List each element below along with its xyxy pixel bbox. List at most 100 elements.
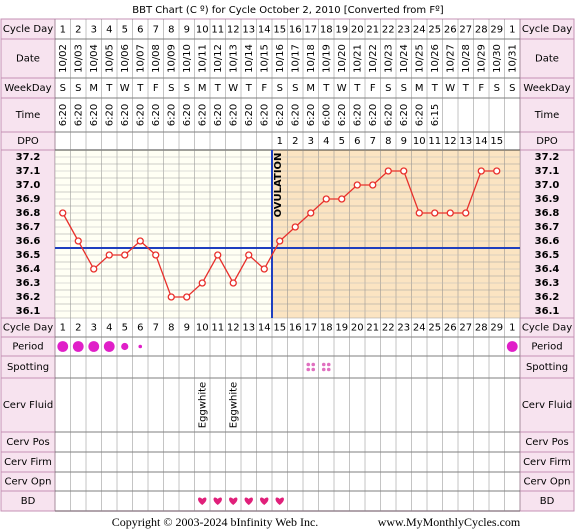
dpo: 1 (277, 136, 283, 147)
date: 10/15 (259, 44, 270, 73)
row-label: WeekDay (4, 83, 51, 94)
date: 10/26 (430, 44, 441, 73)
footer-url: www.MyMonthlyCycles.com (378, 515, 521, 529)
bd-heart (229, 497, 238, 505)
y-tick-label: 36.9 (16, 194, 41, 205)
weekday: T (353, 83, 361, 94)
cycle-day: 26 (444, 323, 457, 334)
time: 6:20 (290, 104, 301, 126)
row-label: Time (15, 110, 40, 121)
date: 10/28 (461, 44, 472, 73)
weekday: W (445, 83, 455, 94)
row-label: Period (531, 342, 562, 353)
row-label: Cerv Opn (5, 477, 52, 488)
y-tick-label: 36.6 (16, 236, 41, 247)
cycle-day: 5 (122, 25, 128, 36)
y-tick-label: 36.7 (535, 222, 560, 233)
time: 6:20 (213, 104, 224, 126)
time: 6:20 (151, 104, 162, 126)
cycle-day: 16 (289, 323, 302, 334)
y-tick-label: 36.5 (535, 250, 560, 261)
dpo: 7 (370, 136, 376, 147)
bd-heart (213, 497, 222, 505)
temperature-point (276, 237, 284, 245)
cycle-day: 20 (351, 25, 364, 36)
weekday: T (105, 83, 113, 94)
cycle-day: 9 (184, 323, 190, 334)
cycle-day: 26 (444, 25, 457, 36)
dpo: 2 (292, 136, 298, 147)
y-tick-label: 36.5 (16, 250, 41, 261)
y-tick-label: 36.6 (535, 236, 560, 247)
y-tick-label: 36.9 (535, 194, 560, 205)
cycle-day: 24 (413, 25, 426, 36)
y-tick-label: 36.7 (16, 222, 41, 233)
cycle-day: 23 (397, 323, 410, 334)
cycle-day: 11 (211, 323, 224, 334)
cerv-fluid: Eggwhite (228, 382, 239, 428)
row-label: Period (12, 342, 43, 353)
cycle-day: 25 (428, 323, 441, 334)
time: 6:20 (306, 104, 317, 126)
temperature-point (214, 251, 222, 259)
spotting-mark (311, 367, 316, 372)
label-cell (519, 377, 575, 433)
time: 6:20 (414, 104, 425, 126)
dpo: 14 (475, 136, 488, 147)
footer-copyright: Copyright © 2003-2024 bInfinity Web Inc. (112, 515, 319, 529)
cycle-day: 12 (227, 323, 240, 334)
date: 10/19 (321, 44, 332, 73)
weekday: S (292, 83, 298, 94)
date: 10/07 (135, 44, 146, 73)
temperature-point (260, 265, 268, 273)
temperature-point (136, 237, 144, 245)
temperature-point (415, 209, 423, 217)
bd-heart (244, 497, 253, 505)
label-cell (519, 149, 575, 319)
date: 10/08 (151, 44, 162, 73)
label-cell (0, 149, 56, 319)
date: 10/06 (120, 44, 131, 73)
cycle-day: 18 (320, 323, 333, 334)
cycle-day: 10 (196, 323, 209, 334)
date: 10/24 (399, 44, 410, 73)
y-tick-label: 37.1 (535, 166, 560, 177)
time: 6:20 (352, 104, 363, 126)
date: 10/13 (228, 44, 239, 73)
dpo: 5 (339, 136, 345, 147)
cycle-day: 19 (335, 25, 348, 36)
period-mark (57, 341, 69, 352)
y-tick-label: 37.2 (16, 152, 41, 163)
period-mark (121, 342, 129, 351)
spotting-mark (321, 367, 326, 372)
cycle-day: 7 (153, 25, 159, 36)
time: 6:20 (399, 104, 410, 126)
spotting-mark (306, 367, 311, 372)
cycle-day: 13 (242, 25, 255, 36)
temperature-point (167, 293, 175, 301)
date: 10/12 (213, 44, 224, 73)
weekday: M (198, 83, 207, 94)
cycle-day: 24 (413, 323, 426, 334)
cycle-day: 21 (366, 323, 379, 334)
dpo: 11 (428, 136, 441, 147)
row-label: Spotting (526, 362, 568, 373)
period-mark (506, 341, 518, 352)
y-tick-label: 36.4 (16, 264, 41, 275)
temperature-point (74, 237, 82, 245)
temperature-point (90, 265, 98, 273)
y-tick-label: 36.8 (535, 208, 560, 219)
date: 10/31 (507, 44, 518, 73)
period-mark (88, 341, 100, 352)
weekday: F (261, 83, 267, 94)
time: 6:20 (135, 104, 146, 126)
weekday: S (277, 83, 283, 94)
time: 6:20 (89, 104, 100, 126)
cycle-day: 17 (304, 25, 317, 36)
row-label: BD (21, 496, 36, 507)
cycle-day: 18 (320, 25, 333, 36)
date: 10/16 (275, 44, 286, 73)
y-tick-label: 36.3 (535, 278, 560, 289)
temperature-point (431, 209, 439, 217)
